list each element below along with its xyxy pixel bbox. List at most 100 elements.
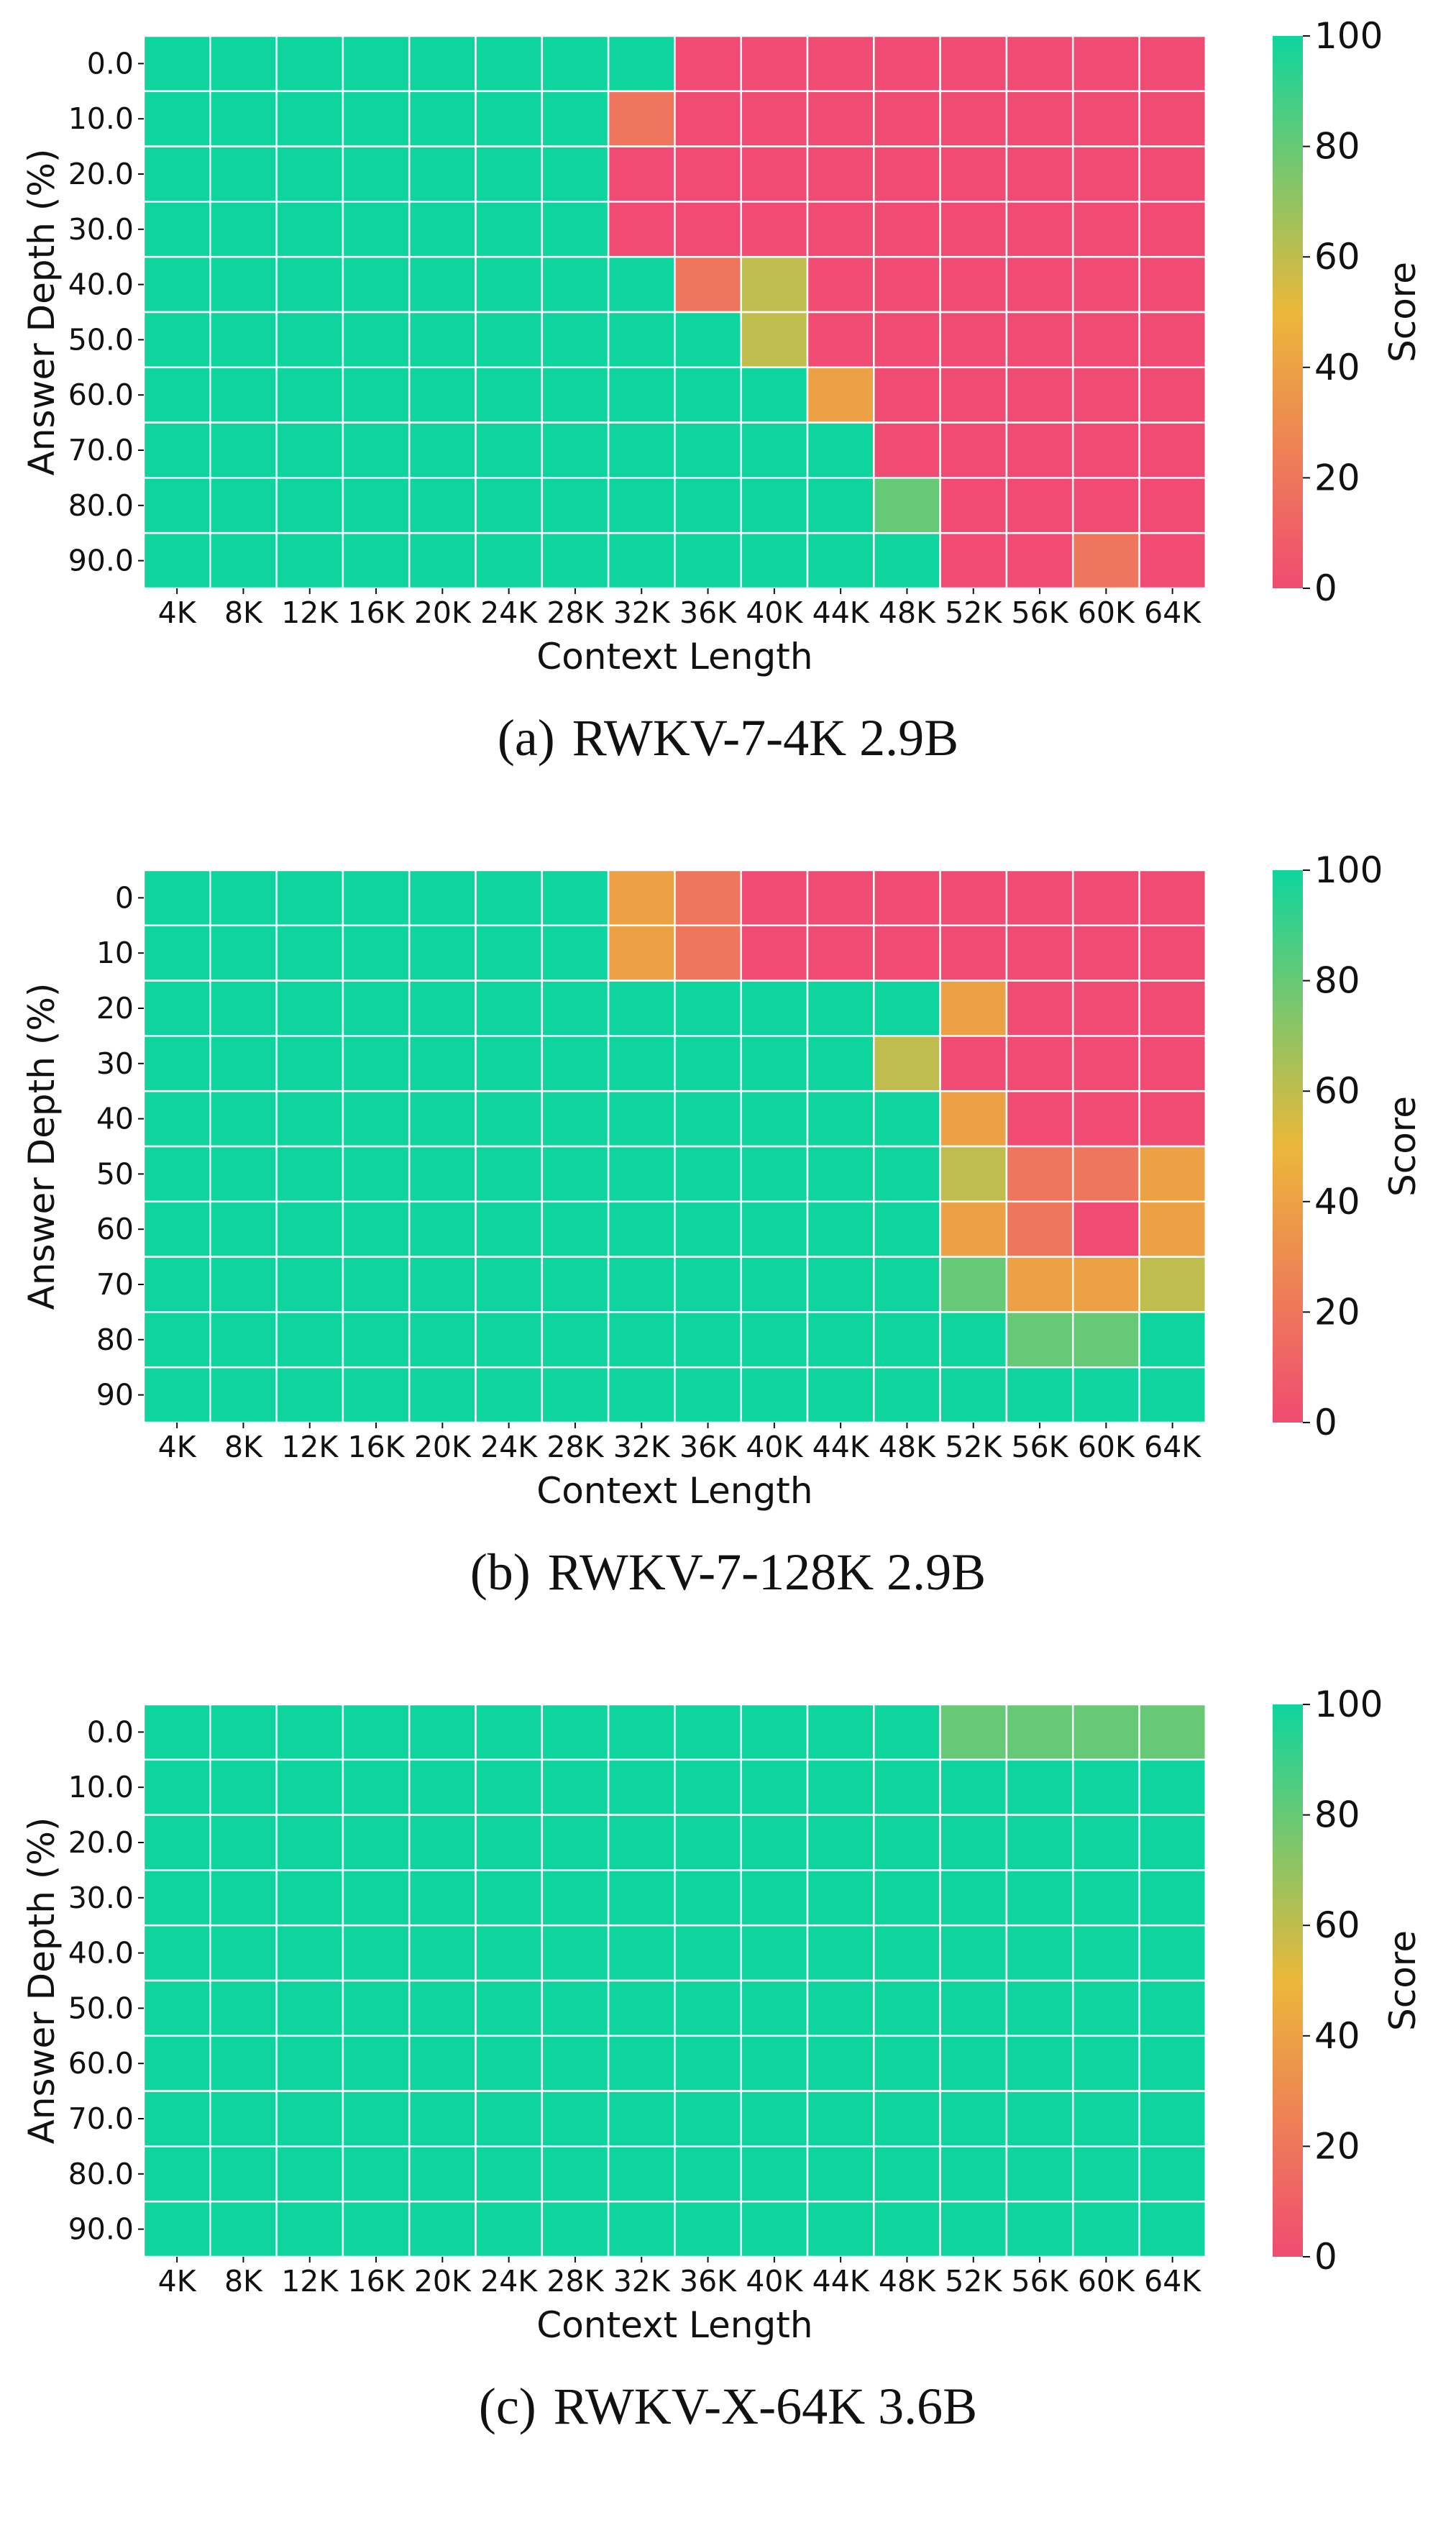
heatmap-cell xyxy=(209,1035,278,1092)
x-axis-title: Context Length xyxy=(536,1470,812,1512)
heatmap-cell xyxy=(674,1703,742,1761)
heatmap-cell xyxy=(674,1311,742,1369)
heatmap-cell xyxy=(541,1200,610,1258)
heatmap-cell xyxy=(342,1200,411,1258)
x-tick-label: 8K xyxy=(224,2264,263,2298)
heatmap-cell xyxy=(142,2035,211,2092)
heatmap-cell xyxy=(408,1145,477,1203)
heatmap-cell xyxy=(275,2200,344,2258)
heatmap-panel-a: 4K 8K 12K 16K 20K 24K 28K 32K 36K 40K 44K 48K 52K 56K… xyxy=(0,0,1456,834)
heatmap-cell xyxy=(873,366,941,424)
heatmap-cell xyxy=(209,90,278,147)
heatmap-cell xyxy=(408,2200,477,2258)
heatmap-cell xyxy=(1071,869,1140,927)
heatmap-cell xyxy=(408,2090,477,2147)
heatmap-cell xyxy=(674,2145,742,2203)
heatmap-cell xyxy=(1005,1200,1074,1258)
y-tick-label: 0.0 xyxy=(87,1715,134,1749)
colorbar-tick-label: 80 xyxy=(1314,126,1360,168)
heatmap-cell xyxy=(475,201,544,258)
heatmap-cell xyxy=(1005,924,1074,982)
heatmap-cell xyxy=(475,1035,544,1092)
heatmap-cell xyxy=(674,1200,742,1258)
heatmap-cell xyxy=(939,1035,1008,1092)
heatmap-cell xyxy=(275,477,344,534)
heatmap-cell xyxy=(1005,366,1074,424)
x-tick-label: 16K xyxy=(348,595,406,630)
heatmap-cell xyxy=(1071,255,1140,314)
heatmap-cell xyxy=(1138,255,1207,314)
heatmap-cell xyxy=(541,1758,610,1816)
heatmap-cell xyxy=(740,145,809,203)
heatmap-cell xyxy=(740,1200,809,1258)
heatmap-cell xyxy=(740,980,809,1037)
heatmap-cell xyxy=(1071,366,1140,424)
heatmap-cell xyxy=(740,255,809,314)
heatmap-cell xyxy=(806,1145,875,1203)
y-tick-label: 40.0 xyxy=(68,268,134,302)
heatmap-cell xyxy=(142,421,211,479)
heatmap-cell xyxy=(475,1814,544,1871)
heatmap-cell xyxy=(1138,2145,1207,2203)
x-tick-label: 52K xyxy=(945,2264,1002,2298)
heatmap-cell xyxy=(607,924,676,982)
heatmap-cell xyxy=(342,2145,411,2203)
heatmap-cell xyxy=(1071,1256,1140,1313)
heatmap-cell xyxy=(275,1366,344,1424)
heatmap-cell xyxy=(408,1703,477,1761)
heatmap-cell xyxy=(740,924,809,982)
heatmap-cell xyxy=(1138,1979,1207,2037)
heatmap-cell xyxy=(607,201,676,258)
heatmap-cell xyxy=(873,311,941,369)
heatmap-cell xyxy=(1138,1311,1207,1369)
heatmap-cell xyxy=(342,1311,411,1369)
heatmap-cell xyxy=(475,421,544,479)
heatmap-cell xyxy=(475,1703,544,1761)
heatmap-cell xyxy=(674,201,742,258)
heatmap-cell xyxy=(1005,1090,1074,1148)
heatmap-cell xyxy=(1138,1758,1207,1816)
y-tick-label: 60.0 xyxy=(68,378,134,412)
heatmap-cell xyxy=(275,201,344,258)
heatmap-cell xyxy=(939,1200,1008,1258)
heatmap-cell xyxy=(1005,1311,1074,1369)
heatmap-cell xyxy=(873,255,941,314)
heatmap-cell xyxy=(541,1979,610,2037)
heatmap-cell xyxy=(1138,1814,1207,1871)
heatmap-cell xyxy=(740,1979,809,2037)
y-tick-label: 50.0 xyxy=(68,322,134,357)
heatmap-cell xyxy=(209,1979,278,2037)
heatmap-cell xyxy=(1138,201,1207,258)
heatmap-cell xyxy=(408,531,477,590)
y-tick-label: 80.0 xyxy=(68,488,134,523)
x-tick-label: 24K xyxy=(480,1430,538,1464)
heatmap-cell xyxy=(939,145,1008,203)
heatmap-cell xyxy=(806,90,875,147)
heatmap-cell xyxy=(740,1145,809,1203)
colorbar-title: Score xyxy=(1382,262,1424,362)
heatmap-cell xyxy=(541,1366,610,1424)
x-tick-label: 52K xyxy=(945,595,1002,630)
heatmap-cell xyxy=(806,1366,875,1424)
caption-a: (a) RWKV-7-4K 2.9B xyxy=(0,708,1456,768)
heatmap-cell xyxy=(541,201,610,258)
x-tick-label: 4K xyxy=(158,595,197,630)
heatmap-cell xyxy=(607,421,676,479)
heatmap-cell xyxy=(1071,477,1140,534)
heatmap-cell xyxy=(142,869,211,927)
heatmap-cell xyxy=(1005,1869,1074,1927)
caption-b-label: (b) xyxy=(470,1543,531,1601)
heatmap-cell xyxy=(142,980,211,1037)
heatmap-cell xyxy=(408,1311,477,1369)
heatmap-cell xyxy=(1138,1366,1207,1424)
heatmap-cell xyxy=(1005,311,1074,369)
heatmap-cell xyxy=(873,1924,941,1982)
x-tick-label: 12K xyxy=(281,1430,339,1464)
y-tick-label: 0.0 xyxy=(87,46,134,81)
heatmap-cell xyxy=(475,1090,544,1148)
heatmap-panel-c: 4K 8K 12K 16K 20K 24K 28K 32K 36K 40K 44K 48K 52K 56K… xyxy=(0,1668,1456,2503)
heatmap-cell xyxy=(1071,1366,1140,1424)
heatmap-cell xyxy=(475,2145,544,2203)
heatmap-cell xyxy=(209,1924,278,1982)
heatmap-cell xyxy=(873,35,941,93)
